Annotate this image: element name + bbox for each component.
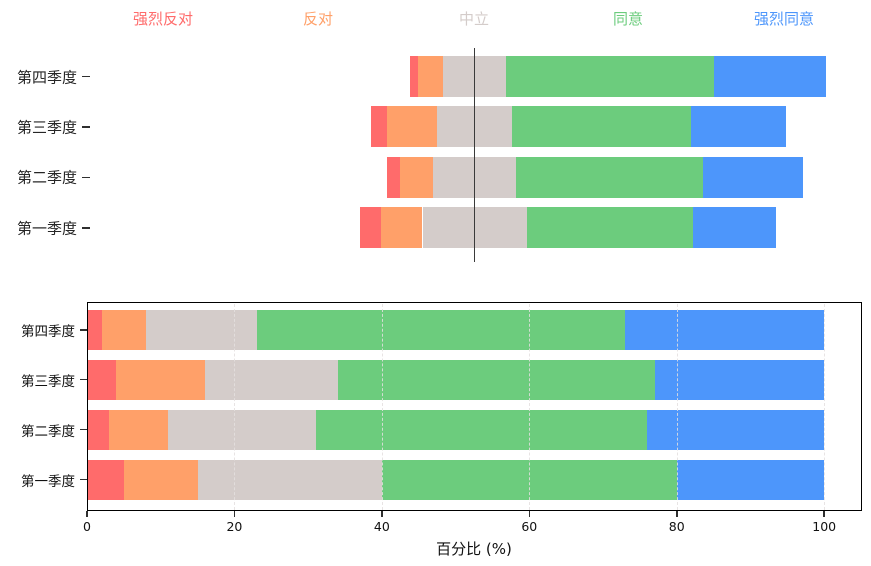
bar-segment bbox=[256, 309, 626, 350]
bar-segment bbox=[387, 106, 438, 148]
legend-item: 强烈反对 bbox=[132, 10, 194, 28]
x-tick bbox=[676, 511, 678, 517]
bar-segment bbox=[109, 409, 169, 450]
x-tick-label: 20 bbox=[226, 519, 243, 534]
gridline bbox=[381, 303, 383, 510]
x-tick bbox=[528, 511, 531, 517]
bar-segment bbox=[145, 309, 257, 350]
category-label: 第四季度 bbox=[16, 68, 77, 86]
bar-segment bbox=[690, 106, 787, 148]
bar-segment bbox=[123, 459, 198, 500]
x-tick-label: 100 bbox=[812, 519, 837, 534]
x-tick bbox=[823, 511, 825, 517]
y-tick bbox=[79, 428, 87, 431]
bar-segment bbox=[315, 409, 648, 450]
bar-segment bbox=[703, 156, 804, 198]
x-tick bbox=[86, 511, 88, 517]
y-tick bbox=[82, 126, 90, 128]
gridline bbox=[824, 303, 826, 510]
legend-item: 同意 bbox=[612, 10, 644, 28]
y-tick-label: 第二季度 bbox=[21, 423, 75, 440]
bar-segment bbox=[692, 207, 777, 249]
bar-segment bbox=[399, 156, 433, 198]
category-label: 第一季度 bbox=[16, 219, 77, 238]
bar-segment bbox=[713, 56, 826, 97]
neutral-center-line bbox=[473, 48, 476, 262]
bar-segment bbox=[511, 106, 691, 148]
bar-segment bbox=[410, 56, 419, 97]
y-tick-label: 第三季度 bbox=[21, 373, 75, 390]
gridline bbox=[676, 303, 678, 510]
bar-segment bbox=[337, 359, 655, 400]
bar-segment bbox=[516, 156, 704, 198]
bar-segment bbox=[387, 156, 400, 198]
x-tick-label: 0 bbox=[83, 519, 91, 534]
bar-segment bbox=[505, 56, 714, 97]
bar-segment bbox=[360, 207, 381, 249]
y-tick bbox=[82, 227, 90, 229]
gridline bbox=[234, 303, 236, 510]
legend-item: 中立 bbox=[458, 10, 490, 28]
bar-segment bbox=[204, 359, 338, 400]
category-label: 第二季度 bbox=[16, 168, 77, 187]
bar-segment bbox=[526, 207, 693, 249]
bar-segment bbox=[418, 56, 444, 97]
bar-segment bbox=[87, 359, 117, 400]
bar-segment bbox=[370, 106, 388, 148]
x-tick-label: 60 bbox=[521, 519, 538, 534]
bar-segment bbox=[87, 459, 124, 500]
x-tick bbox=[381, 511, 383, 517]
legend-item: 强烈同意 bbox=[753, 10, 815, 28]
bar-segment bbox=[87, 409, 110, 450]
bar-segment bbox=[654, 359, 825, 400]
x-tick-label: 40 bbox=[373, 519, 390, 534]
y-tick bbox=[79, 378, 87, 381]
y-tick bbox=[82, 75, 90, 78]
legend-item: 反对 bbox=[302, 10, 334, 28]
bar-segment bbox=[625, 309, 825, 350]
bar-segment bbox=[676, 459, 825, 500]
y-tick-label: 第四季度 bbox=[21, 323, 75, 340]
plot-frame bbox=[87, 302, 862, 511]
y-tick bbox=[79, 329, 87, 331]
bar-segment bbox=[168, 409, 316, 450]
bar-segment bbox=[116, 359, 205, 400]
y-tick bbox=[82, 176, 90, 179]
x-tick bbox=[233, 511, 236, 517]
category-label: 第三季度 bbox=[16, 118, 77, 137]
x-tick-label: 80 bbox=[668, 519, 685, 534]
bar-segment bbox=[197, 459, 382, 500]
y-tick-label: 第一季度 bbox=[21, 473, 75, 490]
x-axis-title: 百分比 (%) bbox=[436, 540, 512, 558]
gridline bbox=[529, 303, 531, 510]
y-tick bbox=[79, 478, 87, 481]
bar-segment bbox=[87, 309, 102, 350]
bar-segment bbox=[380, 207, 423, 249]
bar-segment bbox=[101, 309, 146, 350]
